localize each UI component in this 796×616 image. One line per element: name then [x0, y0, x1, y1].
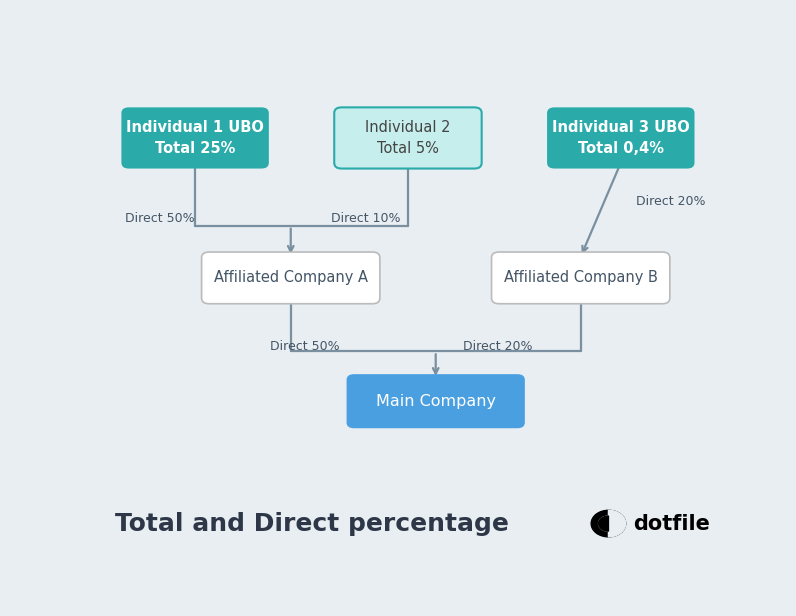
Text: Individual 1 UBO
Total 25%: Individual 1 UBO Total 25%	[127, 120, 264, 156]
FancyBboxPatch shape	[547, 107, 694, 169]
FancyBboxPatch shape	[492, 252, 669, 304]
Text: Direct 20%: Direct 20%	[463, 340, 533, 353]
Text: Direct 20%: Direct 20%	[636, 195, 706, 208]
Text: Individual 2
Total 5%: Individual 2 Total 5%	[365, 120, 451, 156]
Text: Direct 10%: Direct 10%	[331, 212, 400, 225]
Text: Main Company: Main Company	[376, 394, 496, 408]
Circle shape	[599, 516, 618, 531]
FancyBboxPatch shape	[201, 252, 380, 304]
FancyBboxPatch shape	[122, 107, 269, 169]
Text: Total and Direct percentage: Total and Direct percentage	[115, 511, 509, 535]
Text: Affiliated Company B: Affiliated Company B	[504, 270, 657, 285]
FancyBboxPatch shape	[346, 374, 525, 428]
Text: Direct 50%: Direct 50%	[126, 212, 195, 225]
Circle shape	[591, 510, 626, 537]
Text: Individual 3 UBO
Total 0,4%: Individual 3 UBO Total 0,4%	[552, 120, 689, 156]
Wedge shape	[599, 516, 608, 531]
Wedge shape	[608, 510, 626, 537]
Text: Direct 50%: Direct 50%	[271, 340, 340, 353]
Text: Affiliated Company A: Affiliated Company A	[214, 270, 368, 285]
FancyBboxPatch shape	[334, 107, 482, 169]
Text: dotfile: dotfile	[633, 514, 710, 533]
